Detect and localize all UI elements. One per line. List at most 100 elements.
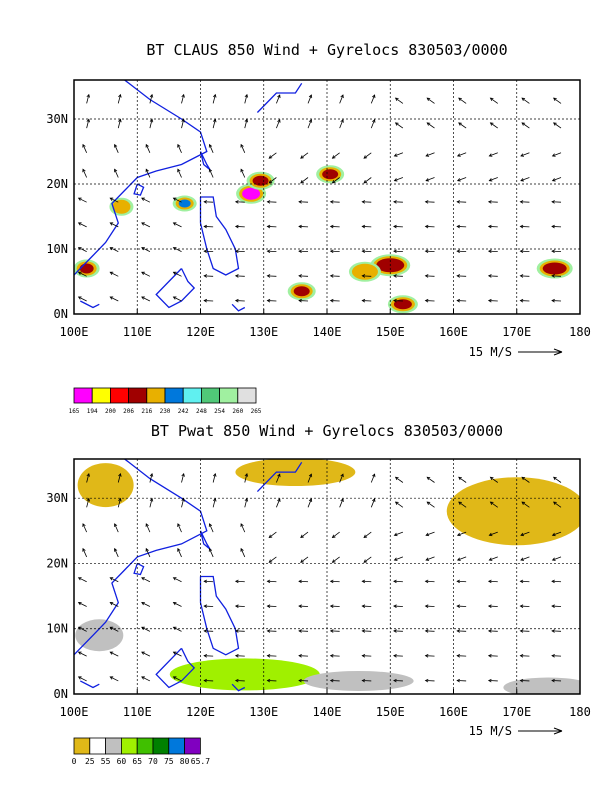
wind-vector-head	[203, 298, 208, 303]
x-tick-label: 170E	[502, 325, 531, 339]
wind-vector-head	[553, 122, 557, 126]
wind-vector	[240, 523, 246, 533]
coastline	[80, 300, 100, 309]
wind-vector	[521, 122, 530, 129]
colorbar-swatch	[168, 737, 186, 755]
wind-vector-head	[77, 577, 82, 581]
wind-vector-head	[521, 122, 526, 126]
field-cell	[77, 463, 134, 508]
wind-vector	[363, 177, 372, 184]
wind-vector-head	[393, 532, 398, 537]
wind-vector-head	[82, 143, 86, 148]
wind-vector-head	[456, 557, 461, 561]
chart-title: BT CLAUS 850 Wind + Gyrelocs 830503/0000	[146, 41, 507, 59]
wind-vector	[520, 556, 530, 561]
coastline	[199, 530, 211, 550]
wind-vector	[78, 626, 87, 632]
wind-vector	[300, 556, 309, 563]
colorbar-label: 65.7	[191, 757, 210, 766]
wind-vector	[370, 119, 375, 129]
wind-vector-head	[141, 197, 145, 201]
wind-vector	[240, 548, 246, 558]
wind-vector	[244, 119, 248, 129]
colorbar-label: 65	[132, 757, 142, 766]
wind-vector	[86, 119, 90, 129]
x-tick-label: 100E	[60, 325, 89, 339]
wind-vector	[394, 177, 404, 182]
wind-vector	[110, 577, 119, 583]
x-tick-label: 170E	[502, 705, 531, 719]
colorbar-swatch	[136, 737, 154, 755]
wind-vector-head	[172, 626, 177, 631]
wind-vector	[173, 222, 182, 228]
wind-vector-head	[141, 222, 145, 226]
wind-vector-head	[520, 178, 524, 182]
wind-vector-head	[487, 249, 492, 254]
wind-vector-head	[82, 523, 86, 527]
colorbar-swatch	[110, 387, 130, 404]
wind-vector-head	[361, 654, 366, 658]
wind-vector-head	[519, 274, 524, 278]
wind-vector-head	[77, 601, 82, 606]
wind-vector-head	[234, 579, 239, 584]
wind-vector-head	[393, 200, 397, 204]
wind-vector-head	[551, 678, 555, 683]
wind-vector-head	[329, 249, 334, 254]
wind-vector	[173, 602, 182, 607]
wind-vector-head	[266, 200, 271, 204]
wind-vector-head	[393, 153, 398, 157]
wind-vector-head	[456, 579, 461, 584]
wind-vector-head	[361, 678, 366, 683]
wind-vector	[173, 296, 182, 302]
wind-vector	[457, 531, 467, 536]
wind-vector-head	[300, 180, 304, 184]
wind-vector	[458, 97, 467, 104]
wind-vector	[117, 119, 121, 129]
wind-vector-head	[329, 224, 334, 229]
wind-vector	[268, 177, 277, 184]
wind-vector-head	[456, 532, 461, 537]
wind-vector	[457, 177, 467, 182]
wind-vector	[82, 144, 88, 153]
wind-vector-head	[266, 604, 271, 608]
wind-vector-head	[331, 180, 336, 184]
wind-vector	[300, 531, 309, 538]
wind-vector-head	[363, 534, 368, 539]
wind-vector	[78, 271, 87, 277]
colorbar-label: 0	[72, 757, 77, 766]
wind-vector-head	[177, 547, 181, 552]
wind-vector-head	[553, 476, 557, 481]
wind-vector-head	[363, 559, 368, 563]
wind-vector-head	[361, 224, 366, 229]
wind-vector-head	[244, 93, 249, 98]
wind-vector	[212, 94, 216, 104]
wind-vector	[141, 577, 151, 583]
x-tick-label: 120E	[186, 705, 215, 719]
wind-vector-head	[298, 579, 302, 584]
wind-vector	[521, 501, 530, 508]
wind-vector	[276, 473, 281, 483]
wind-vector-head	[424, 604, 429, 608]
wind-vector-head	[331, 534, 336, 539]
wind-vector-head	[361, 298, 366, 303]
wind-vector	[520, 531, 530, 536]
colorbar-swatch	[200, 387, 220, 404]
wind-vector-head	[208, 168, 213, 173]
coastline	[133, 183, 145, 196]
wind-vector-head	[361, 200, 366, 204]
wind-vector-head	[308, 118, 313, 123]
wind-vector-head	[393, 579, 397, 584]
wind-vector-head	[149, 118, 154, 123]
wind-vector	[209, 523, 214, 533]
wind-vector-head	[141, 601, 145, 606]
coastline	[199, 575, 240, 656]
wind-vector-head	[300, 155, 304, 159]
wind-vector	[78, 602, 87, 607]
wind-vector-head	[109, 676, 114, 680]
wind-vector	[110, 271, 119, 277]
x-tick-label: 100E	[60, 705, 89, 719]
wind-vector	[489, 152, 498, 157]
wind-vector-head	[213, 497, 217, 502]
y-tick-label: 20N	[46, 556, 68, 570]
